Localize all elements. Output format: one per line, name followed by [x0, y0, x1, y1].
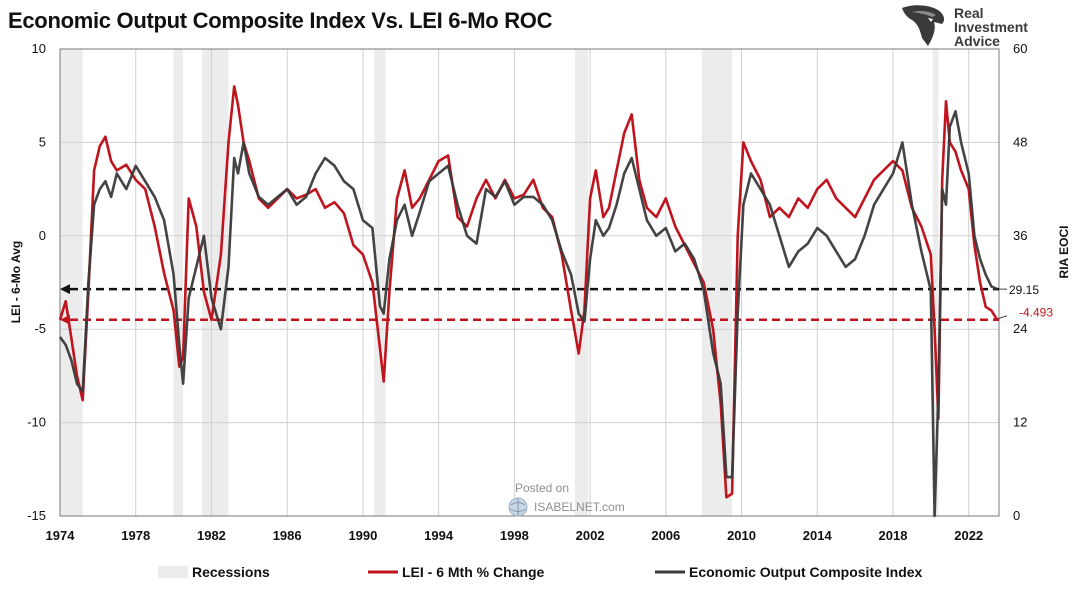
recession-band [701, 49, 733, 516]
grid [59, 48, 999, 517]
y-axis-label: LEI - 6-Mo Avg [9, 241, 23, 323]
legend-lei-label: LEI - 6 Mth % Change [402, 564, 545, 580]
legend: Recessions LEI - 6 Mth % Change Economic O… [158, 564, 923, 580]
legend-recessions-label: Recessions [192, 564, 270, 580]
y2-tick-label: 36 [1013, 228, 1027, 243]
lei-last-value-label: -4.493 [1019, 306, 1053, 320]
y-tick-label: -15 [27, 508, 46, 523]
x-tick-label: 2002 [576, 528, 605, 543]
logo: Real Investment Advice [898, 2, 1048, 50]
recession-band [201, 49, 229, 516]
reference-lines: 29.15 -4.493 [60, 283, 1053, 325]
chart-title: Economic Output Composite Index Vs. LEI … [8, 8, 553, 33]
recession-band [173, 49, 184, 516]
recession-band [574, 49, 589, 516]
logo-line: Advice [954, 33, 1000, 49]
eoci-last-value-label: 29.15 [1009, 283, 1039, 297]
y2-tick-label: 12 [1013, 415, 1027, 430]
x-tick-label: 1998 [500, 528, 529, 543]
recession-band [932, 49, 939, 516]
lei-series-line [58, 85, 999, 499]
recession-band [60, 49, 83, 516]
eoci-series-line [58, 110, 998, 518]
watermark-site: ISABELNET.com [534, 500, 625, 514]
legend-eoci-label: Economic Output Composite Index [689, 564, 923, 580]
legend-recessions-swatch [158, 566, 188, 578]
x-tick-label: 2010 [727, 528, 756, 543]
x-tick-label: 1994 [424, 528, 454, 543]
y2-tick-label: 24 [1013, 321, 1027, 336]
eagle-head-icon [902, 5, 945, 46]
y2-tick-label: 48 [1013, 134, 1027, 149]
y-tick-label: 10 [32, 41, 46, 56]
y-tick-label: -10 [27, 415, 46, 430]
x-tick-label: 2018 [879, 528, 908, 543]
y-tick-label: -5 [34, 321, 46, 336]
logo-line: Investment [954, 19, 1028, 35]
recession-band [374, 49, 386, 516]
y-tick-label: 5 [39, 134, 46, 149]
x-tick-label: 1978 [121, 528, 150, 543]
globe-icon [508, 497, 528, 517]
logo-text: Real Investment Advice [954, 6, 1028, 48]
x-tick-label: 1990 [348, 528, 377, 543]
axes: -15 -10 -5 0 5 10 0 12 24 36 48 60 1974 1978 1982 1986 1… [27, 41, 1027, 543]
y2-axis-label: RIA EOCI [1057, 226, 1071, 279]
watermark: Posted on ISABELNET.com [508, 481, 625, 517]
x-tick-label: 2014 [803, 528, 833, 543]
x-tick-label: 2006 [651, 528, 680, 543]
watermark-posted-on: Posted on [515, 481, 569, 495]
y2-tick-label: 60 [1013, 41, 1027, 56]
x-tick-label: 1982 [197, 528, 226, 543]
y-tick-label: 0 [39, 228, 46, 243]
x-tick-label: 1986 [273, 528, 302, 543]
eoci-reference-arrow [60, 284, 70, 295]
x-tick-label: 2022 [954, 528, 983, 543]
recession-bands [60, 49, 939, 516]
y2-tick-label: 0 [1013, 508, 1020, 523]
x-tick-label: 1974 [46, 528, 76, 543]
plot-frame [59, 48, 1000, 517]
series-lines [58, 85, 999, 518]
logo-line: Real [954, 5, 984, 21]
